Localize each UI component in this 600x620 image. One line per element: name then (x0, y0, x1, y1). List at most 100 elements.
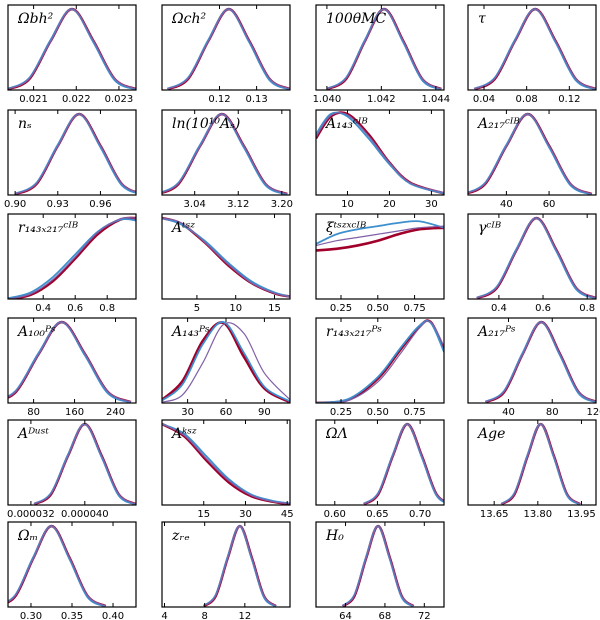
panel-title: Age (476, 426, 505, 442)
x-tick-label: 40 (500, 199, 513, 210)
x-tick-label: 3.04 (184, 199, 206, 210)
plot-area (316, 220, 444, 252)
plot-area (162, 422, 290, 505)
x-tick-label: 13.80 (523, 509, 552, 520)
x-tick-label: 10 (229, 303, 242, 314)
plot-area (162, 216, 290, 298)
x-tick-label: 160 (65, 407, 84, 418)
panel: 0.25 0.50 0.75 r₁₄₃ₓ₂₁₇ᴾˢ (315, 317, 445, 418)
panel: 0.60 0.65 0.70 ΩΛ (315, 419, 445, 520)
panel-title: A₁₄₃ᴾˢ (170, 324, 210, 340)
panel-frame (161, 213, 291, 300)
x-tick-label: 0.75 (403, 303, 425, 314)
posterior-curve (8, 8, 136, 90)
posterior-curve (326, 8, 442, 90)
panel: 5 10 15 Aᵗˢᶻ (161, 213, 291, 314)
panel-frame (7, 419, 137, 506)
x-tick-label: 4 (161, 611, 167, 620)
panel-frame (315, 317, 445, 404)
posterior-curve (341, 524, 415, 607)
x-tick-label: 72 (418, 611, 431, 620)
x-tick-label: 0.8 (579, 303, 595, 314)
posterior-curve (203, 525, 277, 607)
plot-area (8, 216, 136, 299)
posterior-curve (474, 8, 596, 90)
panel: 0.4 0.6 0.8 r₁₄₃ₓ₂₁₇ᶜᴵᴮ (7, 213, 137, 314)
panel-title: r₁₄₃ₓ₂₁₇ᶜᴵᴮ (18, 220, 79, 236)
panel-frame (7, 109, 137, 196)
panel-title: A₁₄₃ᶜᴵᴮ (324, 116, 368, 132)
x-tick-label: 0.50 (367, 303, 389, 314)
posterior-curve (8, 321, 132, 403)
posterior-curve (8, 216, 136, 299)
panel-title: A₂₁₇ᴾˢ (476, 324, 516, 340)
posterior-curve (33, 422, 136, 505)
posterior-curve (468, 113, 592, 195)
posterior-curve (485, 321, 596, 403)
plot-area (363, 422, 444, 505)
posterior-curve (316, 112, 444, 194)
posterior-curve (14, 113, 136, 195)
posterior-curve (14, 112, 136, 195)
posterior-curve (316, 319, 444, 403)
x-tick-label: 0.000032 (7, 509, 55, 520)
x-tick-label: 0.35 (61, 611, 83, 620)
panel-frame (315, 419, 445, 506)
x-tick-label: 64 (339, 611, 352, 620)
panel-title: Ωch² (171, 11, 206, 27)
posterior-curve (203, 525, 277, 607)
x-tick-label: 13.95 (567, 509, 596, 520)
panel-frame (467, 109, 597, 196)
panel: 40 60 A₂₁₇ᶜᴵᴮ (467, 109, 597, 210)
posterior-curve (476, 217, 596, 299)
plot-area (8, 320, 132, 403)
posterior-curve (202, 524, 277, 607)
x-tick-label: 30 (181, 407, 194, 418)
panel: 0.90 0.93 0.96 nₛ (4, 109, 137, 210)
panel-title: H₀ (325, 528, 344, 544)
panel-frame (467, 4, 597, 91)
x-tick-label: 80 (546, 407, 559, 418)
plot-area (162, 112, 288, 195)
panel: 4 8 12 zᵣₑ (161, 521, 291, 620)
plot-area (484, 320, 596, 403)
x-tick-label: 0.6 (535, 303, 551, 314)
posterior-curve (162, 113, 288, 195)
panel: 40 80 120 A₂₁₇ᴾˢ (467, 317, 600, 418)
posterior-curve (473, 7, 596, 90)
posterior-curve (501, 423, 581, 505)
x-tick-label: 0.4 (35, 303, 51, 314)
x-tick-label: 1.040 (313, 94, 342, 105)
x-tick-label: 12 (238, 611, 251, 620)
panel-title: zᵣₑ (171, 528, 190, 544)
posterior-curve (363, 422, 444, 505)
x-tick-label: 40 (502, 407, 515, 418)
panel-title: Ωₘ (17, 528, 38, 544)
plot-area (166, 7, 290, 90)
panel-frame (315, 213, 445, 300)
panel: 0.25 0.50 0.75 ξᵗˢᶻˣᶜᴵᴮ (315, 213, 445, 314)
panel-frame (467, 419, 597, 506)
panel: 0.021 0.022 0.023 Ωbh² (7, 4, 137, 105)
x-tick-label: 30 (425, 199, 438, 210)
posterior-curve (162, 423, 290, 505)
plot-area (14, 112, 136, 195)
posterior-curve (8, 218, 136, 299)
x-tick-label: 0.93 (47, 199, 69, 210)
plot-area (8, 7, 136, 90)
x-tick-label: 3.12 (227, 199, 249, 210)
panel-title: A₂₁₇ᶜᴵᴮ (476, 116, 520, 132)
posterior-curve (341, 525, 415, 607)
plot-area (500, 422, 581, 505)
panel-title: Aᵏˢᶻ (170, 426, 197, 442)
x-tick-label: 15 (197, 509, 210, 520)
plot-area (162, 321, 290, 403)
panel-frame (7, 4, 137, 91)
x-tick-label: 0.12 (558, 94, 580, 105)
x-tick-label: 0.08 (516, 94, 538, 105)
panel-frame (315, 521, 445, 608)
x-tick-label: 0.022 (62, 94, 91, 105)
plot-area (202, 524, 277, 607)
x-tick-label: 0.4 (491, 303, 507, 314)
posterior-curve (8, 525, 106, 607)
